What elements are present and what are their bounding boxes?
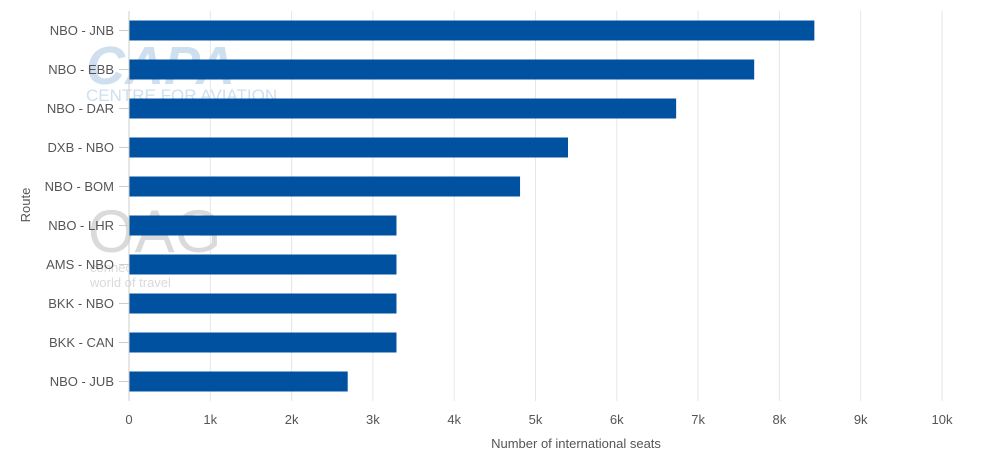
y-axis-title: Route [18,188,33,223]
x-tick-label: 0 [125,412,132,427]
bar[interactable] [129,137,569,158]
x-axis-title: Number of international seats [491,436,661,451]
x-tick-label: 5k [529,412,543,427]
y-tick-label: BKK - NBO [48,296,114,311]
x-tick-label: 10k [932,412,953,427]
y-axis-tick-labels: NBO - JNB NBO - EBB NBO - DAR DXB - NBO NBO … [45,23,129,389]
x-tick-label: 3k [366,412,380,427]
bar[interactable] [129,215,397,236]
y-tick-label: NBO - BOM [45,179,114,194]
x-axis-tick-labels: 0 1k 2k 3k 4k 5k 6k 7k 8k 9k 10k [125,412,953,427]
x-tick-label: 8k [773,412,787,427]
bar[interactable] [129,176,521,197]
y-tick-label: NBO - JNB [50,23,114,38]
oag-watermark-tagline-2: world of travel [89,275,171,290]
y-tick-label: AMS - NBO [46,257,114,272]
y-tick-label: NBO - LHR [48,218,114,233]
bar[interactable] [129,254,397,275]
x-tick-label: 9k [854,412,868,427]
y-tick-label: NBO - DAR [47,101,114,116]
y-tick-label: DXB - NBO [48,140,114,155]
x-tick-label: 4k [447,412,461,427]
bar[interactable] [129,293,397,314]
x-tick-label: 7k [691,412,705,427]
y-tick-label: NBO - EBB [48,62,114,77]
x-tick-label: 1k [203,412,217,427]
y-tick-label: NBO - JUB [50,374,114,389]
y-tick-label: BKK - CAN [49,335,114,350]
bars [129,20,815,392]
bar[interactable] [129,98,677,119]
x-tick-label: 2k [285,412,299,427]
bar[interactable] [129,59,755,80]
bar[interactable] [129,332,397,353]
x-tick-label: 6k [610,412,624,427]
bar[interactable] [129,20,815,41]
bar[interactable] [129,371,348,392]
